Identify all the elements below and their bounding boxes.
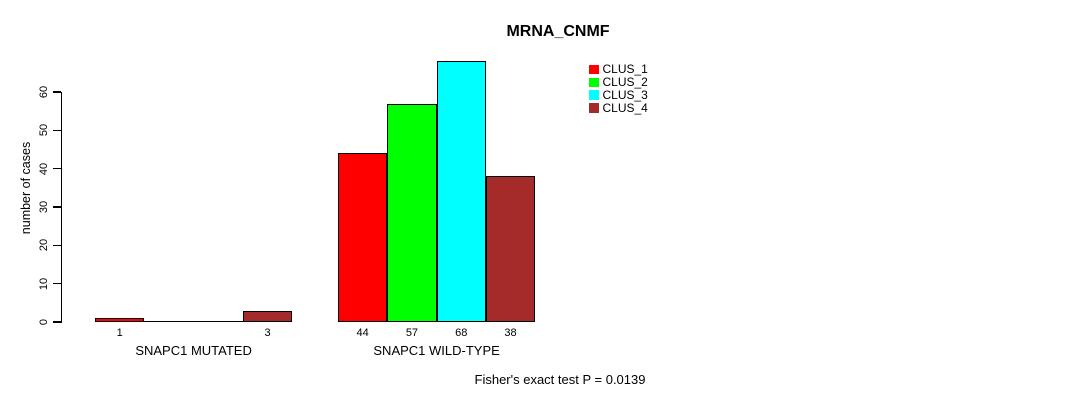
legend-label-clus-4: CLUS_4 [602,101,648,116]
chart-title: MRNA_CNMF [506,23,610,40]
y-axis-tick [52,206,61,208]
y-axis-tick-label: 10 [38,277,50,290]
y-axis-tick-label: 50 [38,124,50,137]
y-axis-tick [52,283,61,285]
legend-item-clus-1: CLUS_1 [589,63,648,76]
legend-swatch-clus-1 [589,64,599,75]
y-axis-tick [52,244,61,246]
y-axis-tick [52,129,61,131]
bar-clus-4-snapc1-mutated [242,310,293,322]
y-axis-tick-label: 40 [38,162,50,175]
bar-clus-3-snapc1-wild-type [436,61,486,322]
bar-clus-2-snapc1-wild-type [387,103,437,322]
y-axis-tick-label: 30 [38,200,50,214]
bar-clus-4-snapc1-wild-type [485,176,536,322]
bar-value-label-clus-1-snapc1-wild-type: 44 [356,327,369,339]
legend-swatch-clus-3 [589,90,599,100]
bar-value-label-clus-1-snapc1-mutated: 1 [116,327,123,339]
y-axis-tick-label: 20 [38,239,50,252]
bar-value-label-clus-4-snapc1-wild-type: 38 [504,327,517,339]
x-group-label-snapc1-mutated: SNAPC1 MUTATED [135,343,252,358]
bar-clus-1-snapc1-wild-type [338,153,388,322]
x-group-label-snapc1-wild-type: SNAPC1 WILD-TYPE [373,343,500,358]
bar-value-label-clus-3-snapc1-wild-type: 68 [455,327,468,339]
bar-value-label-clus-4-snapc1-mutated: 3 [264,327,271,339]
legend-label-clus-3: CLUS_3 [602,88,648,103]
legend-item-clus-3: CLUS_3 [589,89,648,102]
legend-swatch-clus-4 [589,103,599,113]
bar-clus-1-snapc1-mutated [95,318,145,322]
bar-value-label-clus-2-snapc1-wild-type: 57 [405,327,419,339]
stat-annotation: Fisher's exact test P = 0.0139 [474,372,646,387]
y-axis-line [60,91,62,323]
legend-label-clus-1: CLUS_1 [602,62,648,77]
legend-label-clus-2: CLUS_2 [602,75,648,90]
y-axis-label: number of cases [19,141,33,235]
legend-item-clus-2: CLUS_2 [589,76,648,89]
legend-item-clus-4: CLUS_4 [589,102,648,115]
y-axis-tick-label: 0 [38,318,50,326]
bar-clus-2-snapc1-mutated [144,320,194,322]
y-axis-tick [52,91,61,93]
bar-clus-3-snapc1-mutated [193,320,243,322]
y-axis-tick [52,168,61,170]
legend-swatch-clus-2 [589,77,599,88]
y-axis-tick [52,321,61,323]
y-axis-tick-label: 60 [38,85,50,99]
legend: CLUS_1 CLUS_2 CLUS_3 CLUS_4 [589,63,648,115]
